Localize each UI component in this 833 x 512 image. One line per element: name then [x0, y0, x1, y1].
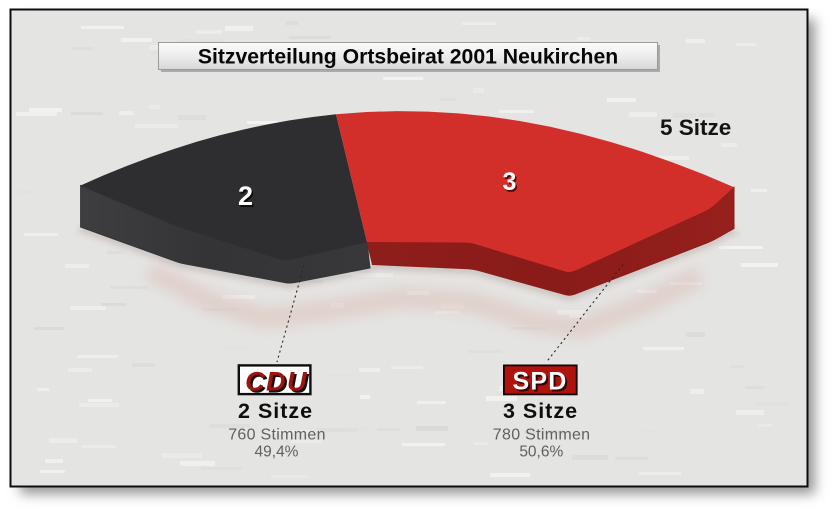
svg-text:CDU: CDU: [245, 366, 308, 396]
svg-text:50,6%: 50,6%: [519, 444, 563, 461]
svg-text:49,4%: 49,4%: [255, 444, 299, 461]
svg-text:SPD: SPD: [512, 367, 567, 395]
svg-text:SPD: SPD: [514, 369, 569, 397]
svg-text:2 Sitze: 2 Sitze: [238, 399, 313, 423]
svg-text:CDU: CDU: [247, 369, 310, 399]
svg-text:3: 3: [503, 168, 517, 196]
svg-text:760 Stimmen: 760 Stimmen: [228, 427, 326, 444]
svg-text:780 Stimmen: 780 Stimmen: [493, 427, 591, 444]
svg-text:2: 2: [240, 183, 255, 213]
svg-text:3 Sitze: 3 Sitze: [503, 399, 578, 423]
svg-text:Sitzverteilung Ortsbeirat 2001: Sitzverteilung Ortsbeirat 2001 Neukirche…: [198, 46, 618, 69]
svg-text:2: 2: [238, 181, 253, 211]
svg-text:5 Sitze: 5 Sitze: [660, 115, 731, 140]
svg-text:3: 3: [504, 170, 518, 198]
